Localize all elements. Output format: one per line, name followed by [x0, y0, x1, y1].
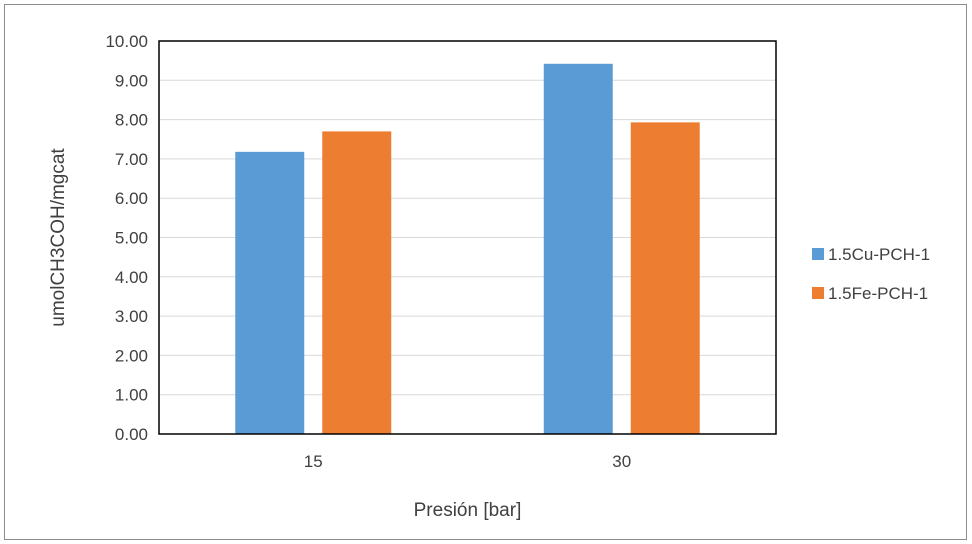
y-tick-label: 7.00	[115, 150, 148, 169]
legend-label: 1.5Cu-PCH-1	[828, 245, 930, 264]
y-tick-label: 1.00	[115, 386, 148, 405]
x-tick-label: 15	[304, 452, 323, 471]
bar-1.5Fe-PCH-1-15	[322, 131, 392, 434]
y-tick-label: 2.00	[115, 346, 148, 365]
y-tick-labels: 0.00 1.00 2.00 3.00 4.00 5.00 6.00 7.00 8.00 9.00…	[105, 32, 148, 444]
x-tick-labels: 15 30	[304, 452, 631, 471]
plot-area-border	[158, 40, 777, 435]
y-tick-label: 3.00	[115, 307, 148, 326]
bar-1.5Cu-PCH-1-30	[543, 63, 613, 434]
legend-swatch	[812, 248, 824, 260]
x-axis-title: Presión [bar]	[414, 500, 522, 521]
bars	[235, 63, 700, 435]
x-tick-label: 30	[612, 452, 631, 471]
legend: 1.5Cu-PCH-1 1.5Fe-PCH-1	[812, 245, 930, 303]
legend-label: 1.5Fe-PCH-1	[828, 284, 928, 303]
bar-chart: 0.00 1.00 2.00 3.00 4.00 5.00 6.00 7.00 8.00 9.00…	[48, 32, 930, 521]
legend-swatch	[812, 287, 824, 299]
chart-frame: 0.00 1.00 2.00 3.00 4.00 5.00 6.00 7.00 8.00 9.00…	[4, 4, 967, 540]
bar-1.5Fe-PCH-1-30	[630, 122, 700, 434]
y-tick-label: 0.00	[115, 425, 148, 444]
y-tick-label: 4.00	[115, 268, 148, 287]
y-tick-label: 9.00	[115, 71, 148, 90]
bar-1.5Cu-PCH-1-15	[235, 151, 305, 435]
y-tick-label: 5.00	[115, 229, 148, 248]
y-tick-label: 10.00	[105, 32, 148, 51]
y-axis-title: umolCH3COH/mgcat	[48, 148, 69, 327]
y-tick-label: 6.00	[115, 189, 148, 208]
y-tick-label: 8.00	[115, 111, 148, 130]
